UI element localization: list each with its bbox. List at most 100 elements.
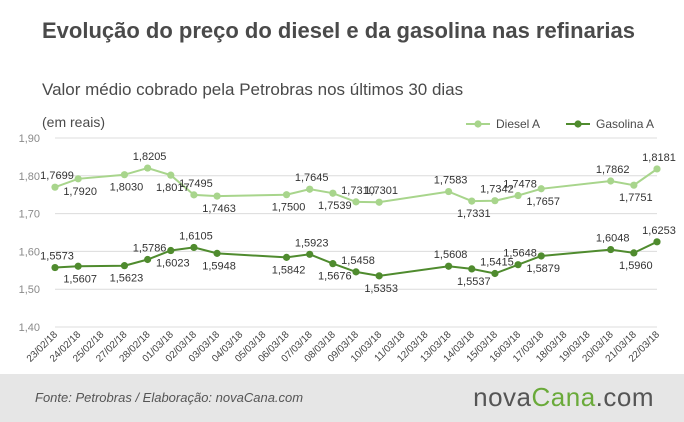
data-point xyxy=(282,253,291,261)
data-point xyxy=(144,164,152,172)
data-point xyxy=(306,185,314,193)
y-tick-label: 1,70 xyxy=(19,209,40,221)
data-point xyxy=(51,183,59,191)
data-point xyxy=(630,249,638,257)
data-label: 1,5573 xyxy=(40,251,74,263)
data-label: 1,7645 xyxy=(295,172,329,184)
data-point xyxy=(445,262,453,270)
legend-swatch-marker xyxy=(574,120,582,128)
data-label: 1,6048 xyxy=(596,233,630,245)
brand-logo: novaCana.com xyxy=(473,382,654,413)
data-label: 1,5676 xyxy=(318,271,352,283)
data-label: 1,7699 xyxy=(40,170,74,182)
data-point xyxy=(653,238,661,246)
legend-label: Diesel A xyxy=(496,117,540,131)
data-point xyxy=(74,262,82,270)
unit-label: (em reais) xyxy=(42,114,105,130)
data-label: 1,7862 xyxy=(596,164,630,176)
data-point xyxy=(329,189,337,197)
data-point xyxy=(514,261,522,269)
data-label: 1,7301 xyxy=(364,185,398,197)
brand-logo-accent: Cana xyxy=(531,382,596,412)
brand-logo-part: .com xyxy=(595,382,654,412)
data-point xyxy=(468,265,476,273)
data-label: 1,5458 xyxy=(341,255,375,267)
data-label: 1,5879 xyxy=(526,263,560,275)
y-tick-label: 1,50 xyxy=(19,284,40,296)
data-label: 1,7310 xyxy=(341,185,375,197)
data-label: 1,8017 xyxy=(156,182,190,194)
data-point xyxy=(120,262,129,270)
data-label: 1,7331 xyxy=(457,208,491,220)
data-label: 1,7657 xyxy=(526,196,560,208)
data-label: 1,5923 xyxy=(295,237,329,249)
data-label: 1,6253 xyxy=(642,225,676,237)
data-point xyxy=(190,243,198,252)
data-label: 1,7495 xyxy=(179,178,213,190)
data-point xyxy=(190,191,198,199)
data-point xyxy=(167,246,175,255)
data-label: 1,5648 xyxy=(503,248,537,260)
data-label: 1,5607 xyxy=(63,273,97,285)
data-label: 1,7583 xyxy=(434,175,468,187)
data-label: 1,7342 xyxy=(480,184,514,196)
data-point xyxy=(514,191,522,200)
data-point xyxy=(144,255,152,264)
legend-swatch-marker xyxy=(474,120,482,128)
data-point xyxy=(468,197,476,205)
y-tick-label: 1,80 xyxy=(19,171,40,183)
data-label: 1,5537 xyxy=(457,276,491,288)
series-line xyxy=(54,167,658,204)
data-label: 1,5608 xyxy=(434,249,468,261)
data-label: 1,5623 xyxy=(110,273,144,285)
data-point xyxy=(282,191,291,199)
data-label: 1,5786 xyxy=(133,242,167,254)
data-point xyxy=(352,268,360,276)
legend-label: Gasolina A xyxy=(596,117,654,131)
data-label: 1,7539 xyxy=(318,200,352,212)
brand-logo-part: nova xyxy=(473,382,532,412)
data-point xyxy=(120,171,129,179)
data-point xyxy=(51,263,59,272)
data-point xyxy=(491,197,499,205)
y-tick-label: 1,60 xyxy=(19,246,40,258)
data-point xyxy=(213,192,221,200)
chart-subtitle: Valor médio cobrado pela Petrobras nos ú… xyxy=(42,80,464,99)
data-label: 1,8181 xyxy=(642,152,676,164)
data-point xyxy=(445,187,453,196)
line-chart: (em reais)1,901,801,701,601,501,4023/02/… xyxy=(19,114,676,365)
data-point xyxy=(352,198,360,206)
data-label: 1,5415 xyxy=(480,257,514,269)
data-label: 1,8205 xyxy=(133,151,167,163)
data-label: 1,7751 xyxy=(619,192,653,204)
data-point xyxy=(607,177,615,185)
data-label: 1,8030 xyxy=(110,182,144,194)
data-label: 1,6105 xyxy=(179,230,213,242)
data-point xyxy=(329,260,337,268)
data-label: 1,7500 xyxy=(272,202,306,214)
data-point xyxy=(306,250,314,258)
data-point xyxy=(537,252,545,260)
data-label: 1,7478 xyxy=(503,179,537,191)
y-tick-label: 1,90 xyxy=(19,133,40,145)
y-tick-label: 1,40 xyxy=(19,322,40,334)
data-label: 1,5960 xyxy=(619,260,653,272)
data-label: 1,5353 xyxy=(364,283,398,295)
data-point xyxy=(491,269,499,278)
data-label: 1,6023 xyxy=(156,258,190,270)
data-point xyxy=(375,198,383,206)
data-point xyxy=(653,165,661,173)
data-label: 1,7920 xyxy=(63,186,97,198)
chart-title: Evolução do preço do diesel e da gasolin… xyxy=(42,18,635,43)
data-label: 1,5842 xyxy=(272,264,306,276)
series-line xyxy=(54,240,658,277)
data-point xyxy=(537,185,545,193)
data-label: 1,5948 xyxy=(202,260,236,272)
data-point xyxy=(167,171,175,179)
data-point xyxy=(630,181,638,189)
data-point xyxy=(375,272,383,280)
source-text: Fonte: Petrobras / Elaboração: novaCana.… xyxy=(35,390,304,405)
footer-bar: Fonte: Petrobras / Elaboração: novaCana.… xyxy=(0,374,684,422)
data-point xyxy=(213,249,221,257)
